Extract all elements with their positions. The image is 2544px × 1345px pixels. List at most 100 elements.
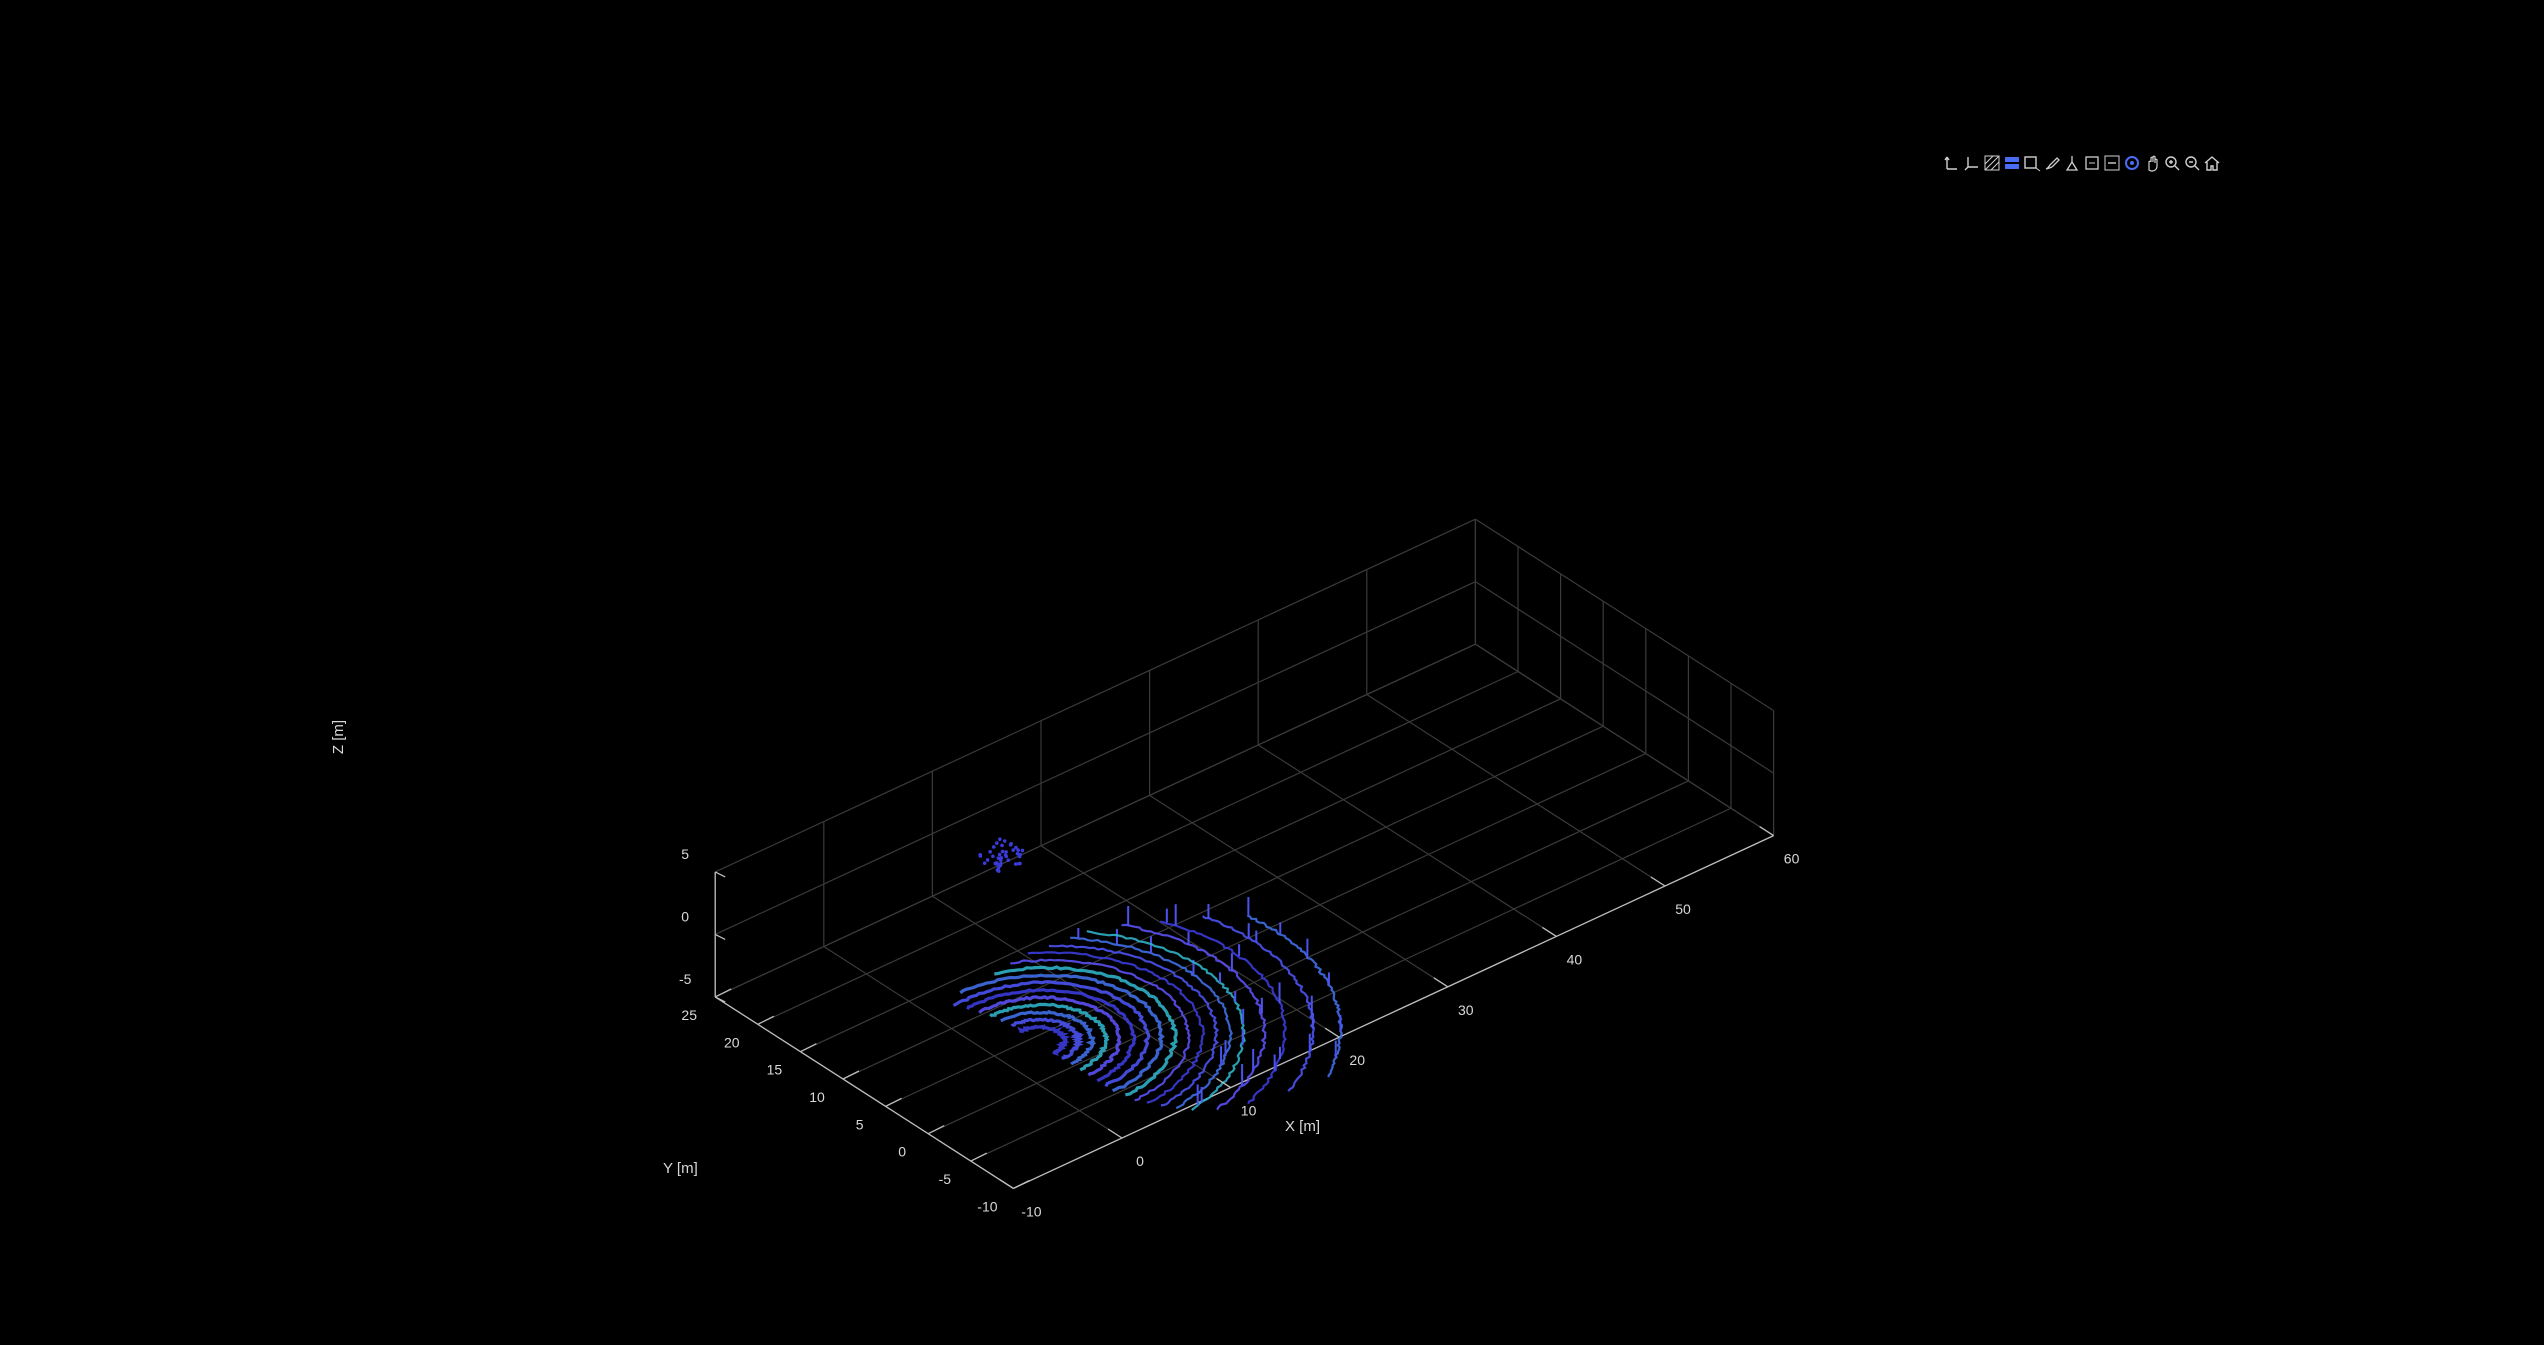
object-cluster-point (1013, 862, 1018, 866)
axes-toolbar (1942, 150, 2221, 176)
scan-ring (1121, 923, 1267, 1111)
scan-ring (1202, 915, 1316, 1092)
back-wall-grid-line-z (714, 581, 1476, 935)
rotate-button[interactable] (2122, 151, 2141, 175)
x-tick-label: 40 (1567, 951, 1583, 967)
side-wall-grid-line-z (1475, 518, 1774, 712)
y-tick-mark (885, 1097, 902, 1107)
y-tick-label: 0 (898, 1144, 906, 1160)
scan-ring (989, 1002, 1110, 1072)
select-region-button[interactable] (2022, 151, 2041, 175)
floor-grid-line-y (842, 725, 1604, 1080)
object-cluster-point (1000, 849, 1005, 854)
object-cluster-point (996, 856, 1001, 860)
rotate-axes-icon (1943, 156, 1957, 170)
object-cluster-point (1015, 851, 1020, 856)
object-cluster-point (998, 837, 1002, 841)
object-cluster-point (1020, 848, 1025, 853)
y-tick-mark (757, 1015, 775, 1025)
object-cluster-point (1004, 854, 1009, 859)
z-tick-label: -5 (679, 971, 692, 987)
z-tick-label: 0 (681, 908, 689, 924)
tick-labels: -10 0 10 20 30 40 50 60 -10 -5 0 5 10 15 20 25 -5 0 5 (679, 826, 1800, 1219)
y-tick-mark (970, 1152, 988, 1162)
scan-ring (959, 973, 1165, 1093)
floor-grid-line-x (1040, 845, 1340, 1038)
pan-button[interactable] (2142, 151, 2161, 175)
object-cluster-point (982, 861, 987, 866)
zoom-in-button[interactable] (2162, 151, 2181, 175)
home-icon (2204, 156, 2219, 171)
point-cloud (952, 837, 1344, 1111)
floor-grid-line-x (823, 946, 1123, 1139)
x-tick-label: 10 (1241, 1103, 1257, 1119)
scan-ring (1017, 1024, 1071, 1057)
x-tick-mark (1107, 1128, 1123, 1139)
floor-grid-line-y (970, 807, 1732, 1162)
restrict-button[interactable] (2102, 151, 2121, 175)
side-wall-grid-line-z (1475, 581, 1774, 774)
x-tick-label: 50 (1675, 901, 1691, 917)
floor-grid-line-y (757, 670, 1519, 1025)
object-cluster-point (997, 852, 1002, 857)
x-tick-mark (1216, 1078, 1231, 1089)
object-cluster-point (1016, 848, 1020, 852)
floor-grid-line-y (885, 753, 1647, 1107)
y-tick-label: 5 (856, 1116, 864, 1132)
brush-icon (2045, 157, 2060, 170)
zoom-out-button[interactable] (2182, 151, 2201, 175)
ab-text-button[interactable] (2002, 151, 2021, 175)
home-button[interactable] (2202, 151, 2221, 175)
view-plane-icon (1964, 157, 1978, 171)
scan-ring (1010, 958, 1191, 1102)
scan-ring (1246, 914, 1344, 1078)
object-cluster-point (985, 858, 990, 862)
object-cluster-point (988, 850, 992, 854)
x-tick-mark (1433, 977, 1449, 988)
side-wall-grid-line-z (1475, 643, 1774, 837)
scan-ring (978, 995, 1122, 1077)
object-cluster-point (978, 853, 983, 857)
object-cluster-point (995, 868, 1000, 872)
floor-grid-line-x (1366, 694, 1666, 887)
floor-grid-line-y (800, 698, 1561, 1053)
brush-button[interactable] (2042, 151, 2061, 175)
x-tick-label: 0 (1136, 1153, 1144, 1169)
y-tick-mark (714, 988, 732, 998)
pan-icon (2147, 155, 2158, 172)
ab-text-icon (2004, 157, 2019, 169)
view-plane-button[interactable] (1962, 151, 1981, 175)
floor-grid-line-x (1257, 744, 1557, 937)
object-cluster-point (1000, 843, 1004, 848)
back-wall-grid-line-z (714, 643, 1476, 998)
x-axis-line (1013, 835, 1774, 1189)
scan-ring (966, 988, 1137, 1083)
object-cluster-point (994, 841, 999, 845)
floor-grid-line-x (1149, 794, 1449, 988)
x-tick-label: 60 (1784, 851, 1800, 867)
y-tick-label: 20 (724, 1034, 740, 1050)
x-tick-mark (1650, 876, 1666, 887)
object-cluster-point (1014, 845, 1018, 850)
object-cluster-point (1011, 848, 1016, 852)
object-cluster-point (995, 861, 999, 865)
x-tick-mark (1542, 926, 1557, 937)
z-tick-mark (714, 871, 726, 878)
scan-ring (1010, 1017, 1085, 1060)
scan-ring (1070, 936, 1233, 1110)
hatch-icon (1984, 155, 1999, 171)
x-tick-mark (1759, 826, 1774, 837)
object-cluster-point (1009, 841, 1013, 846)
scan-ring (994, 965, 1178, 1097)
hatch-button[interactable] (1982, 151, 2001, 175)
x-axis-label: X [m] (1285, 1118, 1320, 1135)
rotate-axes-button[interactable] (1942, 151, 1961, 175)
lighting-button[interactable] (2062, 151, 2081, 175)
back-wall-grid-line-z (714, 518, 1476, 873)
axes-box (714, 835, 1774, 1189)
y-tick-label: 25 (681, 1007, 697, 1023)
x-tick-mark (1324, 1027, 1340, 1038)
scan-ring (1159, 920, 1287, 1105)
data-tip-button[interactable] (2082, 151, 2101, 175)
